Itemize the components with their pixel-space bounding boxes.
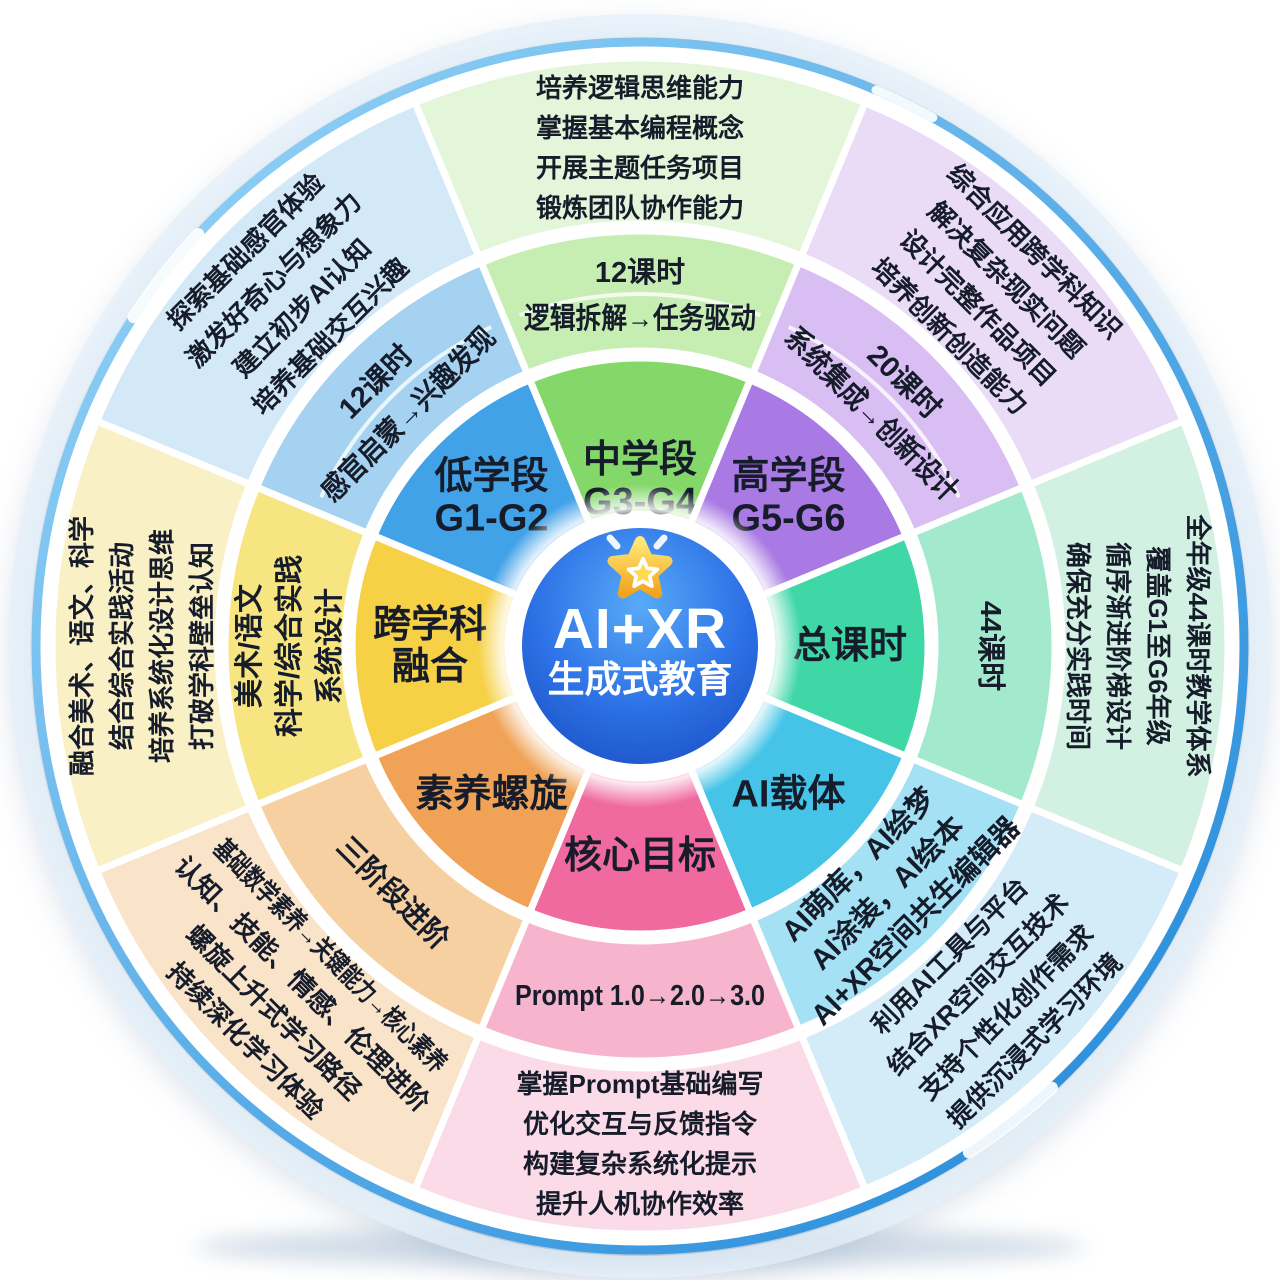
segment-outer-text: 融合美术、语文、科学 结合综合实践活动 培养系统化设计思维 打破学科壁垒认知	[67, 516, 217, 776]
sub-divider-arc	[518, 292, 762, 318]
rim-haze	[8, 14, 1272, 1278]
segment-outer-text-line: 提升人机协作效率	[536, 1189, 744, 1219]
segment-label: 核心目标	[564, 835, 716, 877]
segment-label-line: 素养螺旋	[415, 773, 567, 815]
segment-label-line: 低学段	[434, 455, 548, 498]
segment-low-grade: 12课时感官启蒙→兴趣发现探索基础感官体验激发好奇心与想象力建立初步AI认知培养…	[93, 99, 593, 599]
sub-divider-arc	[319, 325, 493, 499]
center-badge: AI+XR 生成式教育	[478, 484, 802, 808]
segment-middle-text-line: 科学/综合实践	[272, 555, 306, 737]
center-subtitle: 生成式教育	[548, 659, 733, 700]
outer-ring-border	[8, 14, 1272, 1278]
segment-middle-text-line: 系统设计	[312, 588, 346, 704]
segment-label-line: 高学段	[731, 455, 845, 498]
segment-outer-text-line: 打破学科壁垒认知	[187, 542, 217, 750]
segment-outer-text-line: 循序渐进阶梯设计	[1103, 542, 1133, 750]
segment-outer-text-line: 优化交互与反馈指令	[523, 1109, 758, 1139]
segment-label: 总课时	[793, 625, 907, 667]
segment-label-line: AI载体	[731, 773, 845, 815]
rim-white-gap	[39, 45, 1241, 1247]
segment-label-line: 融合	[392, 646, 468, 688]
segment-label-line: 总课时	[793, 625, 907, 667]
segment-label-line: 跨学科	[373, 603, 487, 646]
segment-middle-text: 44课时	[974, 601, 1007, 691]
rim-highlight-glint	[127, 228, 205, 324]
segment-label: 素养螺旋	[415, 773, 567, 815]
segment-outer-text-line: 融合美术、语文、科学	[67, 516, 97, 776]
segment-outer-text-line: 培养逻辑思维能力	[536, 73, 744, 103]
segment-label: AI载体	[731, 773, 845, 815]
sub-divider-arc	[787, 325, 961, 499]
segment-outer-text-line: 覆盖G1至G6年级	[1143, 545, 1173, 745]
segment-middle-text: 美术/语文 科学/综合实践 系统设计	[232, 555, 346, 737]
center-circle	[522, 528, 758, 764]
segment-middle-text-line: Prompt 1.0→2.0→3.0	[515, 980, 765, 1012]
segment-outer-text-line: 锻炼团队协作能力	[536, 193, 744, 223]
segment-outer-text-line: 全年级44课时教学体系	[1183, 514, 1213, 778]
segment-middle-text: Prompt 1.0→2.0→3.0	[515, 980, 765, 1012]
segment-middle-text-line: 12课时	[595, 256, 685, 289]
segment-middle-text-line: 逻辑拆解→任务驱动	[524, 302, 756, 335]
segment-outer-text-line: 构建复杂系统化提示	[523, 1149, 757, 1179]
segment-outer-text-line: 掌握Prompt基础编写	[516, 1069, 763, 1099]
rim-highlight-glint	[871, 85, 938, 123]
segment-core-goal: Prompt 1.0→2.0→3.0 掌握Prompt基础编写优化交互与反馈指令构…	[411, 764, 869, 1238]
segment-mid-grade: 12课时逻辑拆解→任务驱动培养逻辑思维能力掌握基本编程概念开展主题任务项目锻炼团…	[411, 54, 869, 528]
segment-outer-text-line: 培养系统化设计思维	[147, 529, 177, 763]
segment-label-line: 中学段	[583, 438, 697, 481]
segment-outer-text-line: 结合综合实践活动	[107, 542, 137, 750]
center-title: AI+XR	[553, 597, 727, 661]
star-icon	[606, 534, 673, 599]
segment-total-hours: 44课时 全年级44课时教学体系覆盖G1至G6年级循序渐进阶梯设计确保充分实践时间…	[758, 417, 1232, 875]
outer-band	[93, 99, 483, 489]
segment-outer-text-line: 确保充分实践时间	[1063, 542, 1093, 750]
segment-outer-text-line: 开展主题任务项目	[536, 153, 744, 183]
segment-middle-text-line: 44课时	[974, 601, 1007, 691]
segment-middle-text-line: 美术/语文	[232, 583, 266, 708]
rim-highlight-glint	[962, 1081, 1058, 1159]
wheel: 12课时逻辑拆解→任务驱动培养逻辑思维能力掌握基本编程概念开展主题任务项目锻炼团…	[8, 14, 1272, 1278]
segment-label-line: 核心目标	[564, 835, 716, 877]
segment-outer-text-line: 掌握基本编程概念	[536, 113, 744, 143]
rim-blue-ring	[31, 37, 1249, 1255]
